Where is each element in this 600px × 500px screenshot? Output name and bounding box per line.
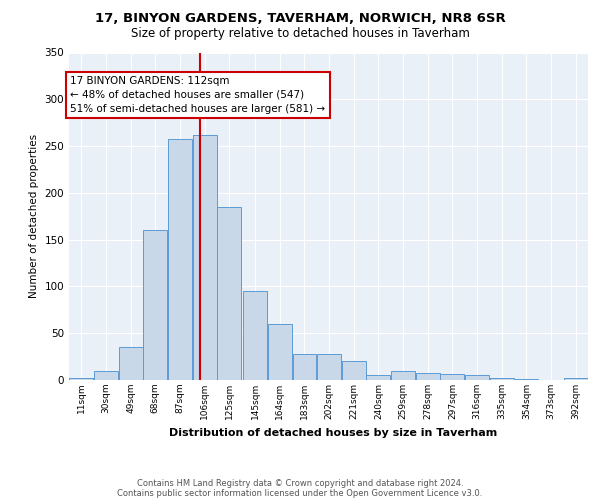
Bar bbox=[367, 376, 391, 380]
Bar bbox=[342, 362, 366, 380]
Bar bbox=[317, 354, 341, 380]
Y-axis label: Number of detached properties: Number of detached properties bbox=[29, 134, 39, 298]
Text: Distribution of detached houses by size in Taverham: Distribution of detached houses by size … bbox=[169, 428, 497, 438]
Bar bbox=[94, 370, 118, 380]
Bar bbox=[564, 378, 587, 380]
Bar bbox=[268, 324, 292, 380]
Bar bbox=[143, 230, 167, 380]
Bar bbox=[70, 378, 93, 380]
Bar bbox=[293, 354, 316, 380]
Text: Size of property relative to detached houses in Taverham: Size of property relative to detached ho… bbox=[131, 28, 469, 40]
Text: 17 BINYON GARDENS: 112sqm
← 48% of detached houses are smaller (547)
51% of semi: 17 BINYON GARDENS: 112sqm ← 48% of detac… bbox=[70, 76, 325, 114]
Bar bbox=[440, 374, 464, 380]
Bar bbox=[391, 370, 415, 380]
Bar bbox=[217, 207, 241, 380]
Bar bbox=[465, 376, 489, 380]
Bar bbox=[514, 379, 538, 380]
Text: 17, BINYON GARDENS, TAVERHAM, NORWICH, NR8 6SR: 17, BINYON GARDENS, TAVERHAM, NORWICH, N… bbox=[95, 12, 505, 26]
Bar bbox=[416, 372, 440, 380]
Text: Contains public sector information licensed under the Open Government Licence v3: Contains public sector information licen… bbox=[118, 488, 482, 498]
Bar bbox=[119, 347, 143, 380]
Bar bbox=[193, 135, 217, 380]
Text: Contains HM Land Registry data © Crown copyright and database right 2024.: Contains HM Land Registry data © Crown c… bbox=[137, 478, 463, 488]
Bar bbox=[243, 291, 267, 380]
Bar bbox=[490, 378, 514, 380]
Bar bbox=[168, 138, 192, 380]
